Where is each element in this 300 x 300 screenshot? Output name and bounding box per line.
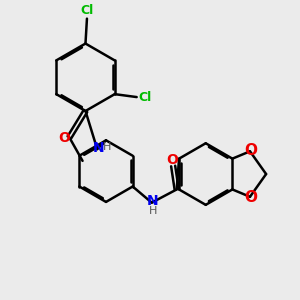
Text: Cl: Cl xyxy=(138,91,152,103)
Text: O: O xyxy=(167,153,178,167)
Text: O: O xyxy=(58,131,70,145)
Text: O: O xyxy=(244,143,257,158)
Text: H: H xyxy=(102,142,111,152)
Text: N: N xyxy=(93,141,104,155)
Text: H: H xyxy=(149,206,157,216)
Text: Cl: Cl xyxy=(80,4,94,17)
Text: O: O xyxy=(244,190,257,205)
Text: N: N xyxy=(147,194,159,208)
